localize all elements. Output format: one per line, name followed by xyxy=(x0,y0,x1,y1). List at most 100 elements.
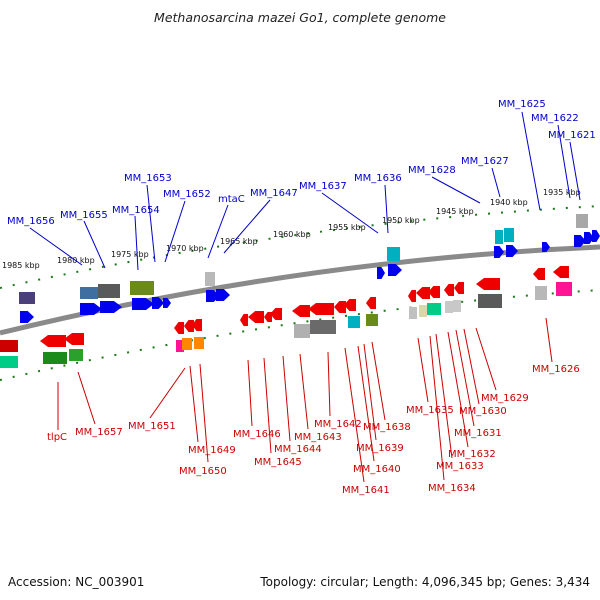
gene-label-bottom: MM_1644 xyxy=(274,444,322,455)
leader-line-top xyxy=(29,227,83,266)
leader-line-bottom xyxy=(463,328,480,405)
gene-label-top: MM_1654 xyxy=(112,205,160,216)
leader-line-bottom xyxy=(299,353,309,430)
gene-block xyxy=(310,320,336,334)
gene-block xyxy=(535,286,547,300)
gene-arrow xyxy=(416,287,430,299)
gene-label-top: MM_1627 xyxy=(461,156,509,167)
gene-label-bottom: MM_1629 xyxy=(481,393,529,404)
scale-label: 1955 kbp xyxy=(328,223,366,232)
gene-label-bottom: MM_1645 xyxy=(254,457,302,468)
gene-label-bottom: MM_1638 xyxy=(363,422,411,433)
leader-line-top xyxy=(83,220,106,269)
leader-line-top xyxy=(134,215,139,271)
leader-line-bottom xyxy=(475,327,497,391)
leader-line-bottom xyxy=(77,371,96,425)
gene-block xyxy=(69,349,83,361)
leader-line-bottom xyxy=(455,329,475,427)
gene-block xyxy=(576,214,588,228)
gene-block xyxy=(130,281,154,295)
leader-line-bottom xyxy=(447,331,469,448)
gene-arrow xyxy=(334,301,346,313)
scale-label: 1950 kbp xyxy=(382,216,420,225)
gene-block xyxy=(366,314,378,326)
leader-line-bottom xyxy=(371,341,386,421)
gene-arrow xyxy=(553,266,569,278)
gene-label-bottom: MM_1639 xyxy=(356,443,404,454)
gene-label-bottom: MM_1650 xyxy=(179,466,227,477)
gene-arrow xyxy=(444,284,454,296)
gene-block xyxy=(194,337,204,349)
gene-label-bottom: MM_1633 xyxy=(436,461,484,472)
gene-label-bottom: MM_1640 xyxy=(353,464,401,475)
gene-arrow xyxy=(174,322,184,334)
gene-block xyxy=(205,272,215,286)
gene-arrow xyxy=(454,282,464,294)
gene-arrow xyxy=(248,311,264,323)
leader-line-bottom xyxy=(327,351,331,417)
leader-line-bottom xyxy=(435,333,453,459)
gene-label-top: MM_1655 xyxy=(60,210,108,221)
gene-arrow xyxy=(308,303,334,315)
gene-label-top: mtaC xyxy=(218,194,245,205)
gene-arrow xyxy=(574,235,586,247)
leader-line-top xyxy=(146,184,156,263)
gene-arrow xyxy=(270,308,282,320)
leader-line-bottom xyxy=(149,367,186,419)
gene-arrow xyxy=(542,242,550,252)
gene-arrow xyxy=(40,335,66,347)
gene-block xyxy=(98,284,120,298)
gene-label-bottom: MM_1642 xyxy=(314,419,362,430)
gene-block xyxy=(294,324,310,338)
gene-label-top: MM_1656 xyxy=(7,216,55,227)
leader-line-top xyxy=(164,200,186,263)
top-gene-labels: MM_1656 MM_1655 MM_1654 MM_1653 MM_1652 … xyxy=(7,99,596,227)
gene-arrow xyxy=(163,298,171,308)
leader-line-bottom xyxy=(545,317,553,363)
gene-block xyxy=(478,294,502,308)
leader-line-bottom xyxy=(417,337,429,403)
gene-block xyxy=(387,247,400,261)
leader-line-bottom xyxy=(282,355,291,442)
gene-label-bottom: MM_1641 xyxy=(342,485,390,496)
scale-label: 1940 kbp xyxy=(490,198,528,207)
topology-label: Topology: circular; Length: 4,096,345 bp… xyxy=(259,575,590,589)
leader-line-bottom xyxy=(189,365,199,443)
genome-title: Methanosarcina mazei Go1, complete genom… xyxy=(154,10,446,25)
leader-line-top xyxy=(223,199,271,254)
gene-block xyxy=(0,340,18,352)
leader-line-top xyxy=(207,204,229,259)
gene-arrow xyxy=(184,320,194,332)
accession-label: Accession: NC_003901 xyxy=(8,575,144,589)
leader-line-bottom xyxy=(344,347,365,483)
gene-label-top: MM_1652 xyxy=(163,189,211,200)
gene-arrow xyxy=(216,289,230,301)
gene-arrow xyxy=(64,333,84,345)
gene-label-top: MM_1621 xyxy=(548,130,596,141)
gene-block xyxy=(182,338,192,350)
leader-line-bottom xyxy=(429,335,445,481)
gene-label-bottom: MM_1631 xyxy=(454,428,502,439)
gene-label-bottom: MM_1635 xyxy=(406,405,454,416)
leader-line-top xyxy=(431,176,481,204)
leader-line-top xyxy=(569,141,581,201)
gene-arrow xyxy=(292,305,310,317)
leader-line-bottom xyxy=(199,363,209,463)
gene-arrow xyxy=(192,319,202,331)
gene-label-bottom: MM_1657 xyxy=(75,427,123,438)
scale-label: 1960 kbp xyxy=(273,230,311,239)
gene-label-bottom: MM_1646 xyxy=(233,429,281,440)
gene-block xyxy=(453,300,461,312)
gene-block xyxy=(43,352,67,364)
leader-line-bottom xyxy=(263,357,272,454)
scale-label: 1935 kbp xyxy=(543,188,581,197)
gene-label-top: MM_1622 xyxy=(531,113,579,124)
gene-label-top: MM_1628 xyxy=(408,165,456,176)
gene-label-bottom: MM_1651 xyxy=(128,421,176,432)
bottom-gene-labels: tlpC MM_1657 MM_1651 MM_1649 MM_1650 MM_… xyxy=(47,364,580,496)
gene-label-bottom: MM_1634 xyxy=(428,483,476,494)
gene-arrow xyxy=(20,311,34,323)
gene-arrow xyxy=(584,232,594,244)
gene-label-top: MM_1637 xyxy=(299,181,347,192)
